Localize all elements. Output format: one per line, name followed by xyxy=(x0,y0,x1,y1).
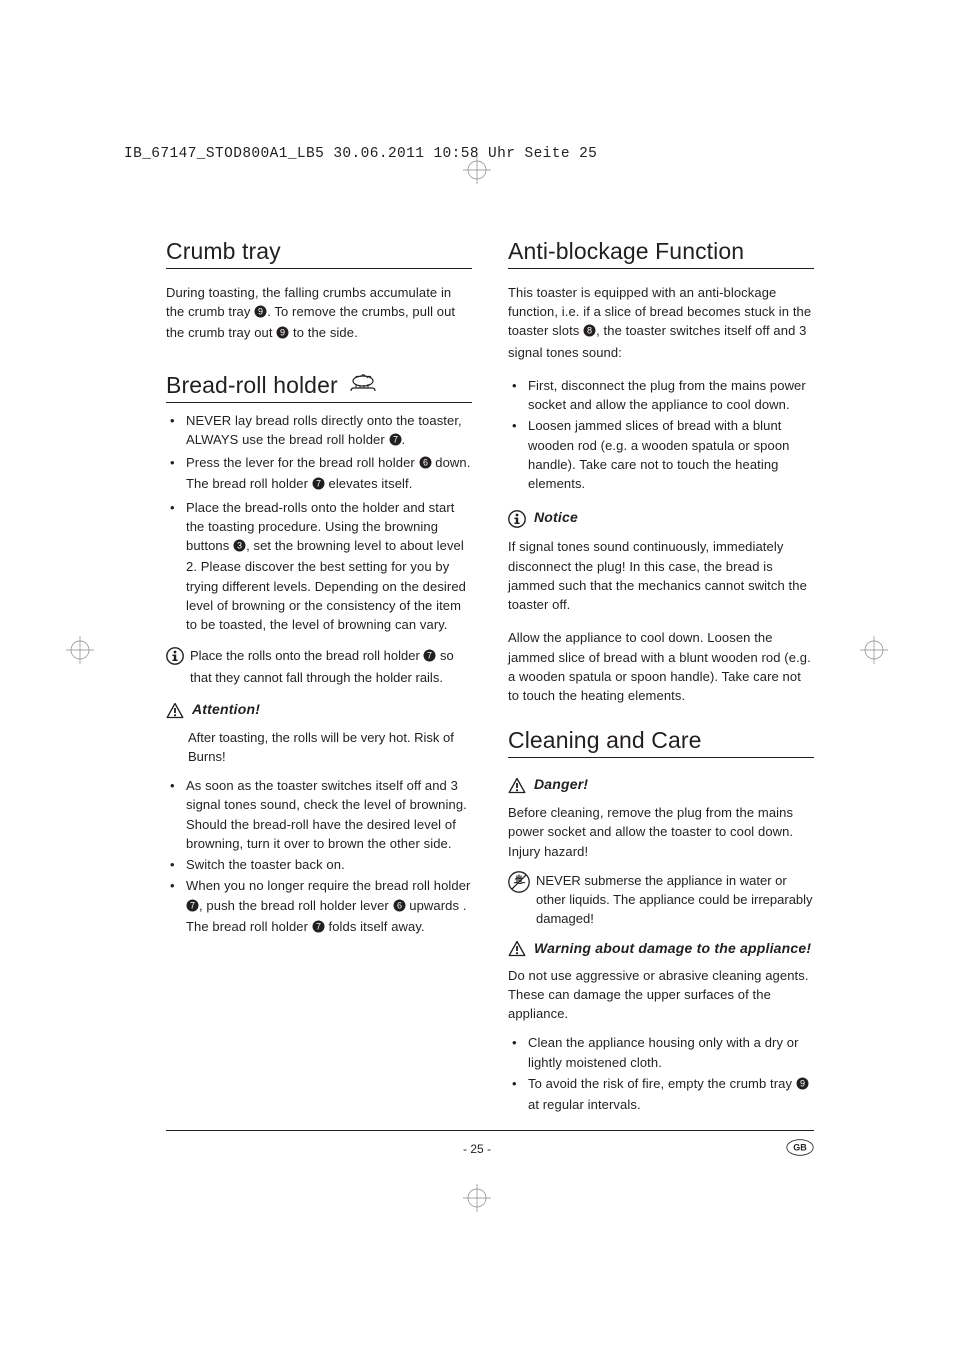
manual-page: IB_67147_STOD800A1_LB5 30.06.2011 10:58 … xyxy=(0,0,954,1351)
bullet-list: NEVER lay bread rolls directly onto the … xyxy=(166,411,472,635)
notice-callout: Notice xyxy=(508,509,814,533)
danger-callout: Danger! xyxy=(508,776,814,799)
list-item: Place the bread-rolls onto the holder an… xyxy=(166,498,472,635)
paragraph: If signal tones sound continuously, imme… xyxy=(508,537,814,614)
bullet-list: As soon as the toaster switches itself o… xyxy=(166,776,472,938)
registration-mark-icon xyxy=(860,636,888,664)
section-title-crumb-tray: Crumb tray xyxy=(166,238,472,269)
paragraph: Do not use aggressive or abrasive cleani… xyxy=(508,966,814,1024)
section-title-bread-roll-holder: Bread-roll holder xyxy=(166,371,472,403)
country-badge xyxy=(786,1139,814,1161)
warning-icon xyxy=(508,777,526,799)
ref-badge: 9 xyxy=(276,325,289,344)
list-item: Press the lever for the bread roll holde… xyxy=(166,453,472,495)
list-item: NEVER lay bread rolls directly onto the … xyxy=(166,411,472,451)
info-icon xyxy=(166,647,184,686)
svg-text:7: 7 xyxy=(316,479,321,489)
list-item: Clean the appliance housing only with a … xyxy=(508,1033,814,1071)
svg-text:7: 7 xyxy=(392,435,397,445)
ref-badge: 6 xyxy=(393,898,406,917)
info-icon xyxy=(508,510,526,533)
warning-icon xyxy=(166,702,184,724)
appliance-damage-callout: Warning about damage to the appliance! xyxy=(508,939,814,962)
print-header: IB_67147_STOD800A1_LB5 30.06.2011 10:58 … xyxy=(124,146,597,162)
no-submerge-callout: NEVER submerse the appliance in water or… xyxy=(508,871,814,929)
registration-mark-icon xyxy=(463,1184,491,1212)
list-item: Loosen jammed slices of bread with a blu… xyxy=(508,416,814,493)
list-item: As soon as the toaster switches itself o… xyxy=(166,776,472,853)
callout-label: Danger! xyxy=(534,776,588,792)
bread-roll-holder-icon xyxy=(348,373,378,401)
no-submerge-icon xyxy=(508,871,530,929)
registration-mark-icon xyxy=(463,156,491,184)
bullet-list: Clean the appliance housing only with a … xyxy=(508,1033,814,1114)
list-item: When you no longer require the bread rol… xyxy=(166,876,472,938)
ref-badge: 9 xyxy=(796,1076,809,1095)
svg-text:9: 9 xyxy=(258,307,263,317)
attention-callout: Attention! xyxy=(166,701,472,724)
svg-text:3: 3 xyxy=(237,541,242,551)
ref-badge: 3 xyxy=(233,538,246,557)
heading-text: Crumb tray xyxy=(166,238,281,265)
page-number: - 25 - xyxy=(463,1142,491,1156)
warning-icon xyxy=(508,940,526,962)
paragraph: During toasting, the falling crumbs accu… xyxy=(166,283,472,345)
section-title-anti-blockage: Anti-blockage Function xyxy=(508,238,814,269)
ref-badge: 7 xyxy=(423,648,436,667)
callout-body: After toasting, the rolls will be very h… xyxy=(188,728,472,766)
right-column: Anti-blockage Function This toaster is e… xyxy=(508,238,814,1126)
registration-mark-icon xyxy=(66,636,94,664)
list-item: Switch the toaster back on. xyxy=(166,855,472,874)
ref-badge: 8 xyxy=(583,323,596,342)
ref-badge: 7 xyxy=(186,898,199,917)
ref-badge: 7 xyxy=(312,476,325,495)
paragraph: This toaster is equipped with an anti-bl… xyxy=(508,283,814,362)
ref-badge: 9 xyxy=(254,304,267,323)
ref-badge: 7 xyxy=(389,432,402,451)
svg-text:6: 6 xyxy=(422,458,427,468)
footer-rule xyxy=(166,1130,814,1131)
callout-label: Notice xyxy=(534,509,578,525)
paragraph: Before cleaning, remove the plug from th… xyxy=(508,803,814,861)
svg-text:6: 6 xyxy=(397,900,402,910)
svg-text:9: 9 xyxy=(280,328,285,338)
ref-badge: 7 xyxy=(312,919,325,938)
paragraph: Allow the appliance to cool down. Loosen… xyxy=(508,628,814,705)
callout-label: Warning about damage to the appliance! xyxy=(534,939,811,957)
svg-text:8: 8 xyxy=(587,326,592,336)
left-column: Crumb tray During toasting, the falling … xyxy=(166,238,472,1126)
ref-badge: 6 xyxy=(419,455,432,474)
content-area: Crumb tray During toasting, the falling … xyxy=(166,238,814,1126)
heading-text: Anti-blockage Function xyxy=(508,238,744,265)
svg-text:9: 9 xyxy=(800,1078,805,1088)
list-item: First, disconnect the plug from the main… xyxy=(508,376,814,414)
bullet-list: First, disconnect the plug from the main… xyxy=(508,376,814,493)
list-item: To avoid the risk of fire, empty the cru… xyxy=(508,1074,814,1114)
svg-text:7: 7 xyxy=(427,651,432,661)
heading-text: Bread-roll holder xyxy=(166,372,338,399)
svg-text:7: 7 xyxy=(190,900,195,910)
callout-label: Attention! xyxy=(192,701,260,717)
section-title-cleaning: Cleaning and Care xyxy=(508,727,814,758)
svg-text:7: 7 xyxy=(316,921,321,931)
heading-text: Cleaning and Care xyxy=(508,727,702,754)
info-callout: Place the rolls onto the bread roll hold… xyxy=(166,646,472,686)
